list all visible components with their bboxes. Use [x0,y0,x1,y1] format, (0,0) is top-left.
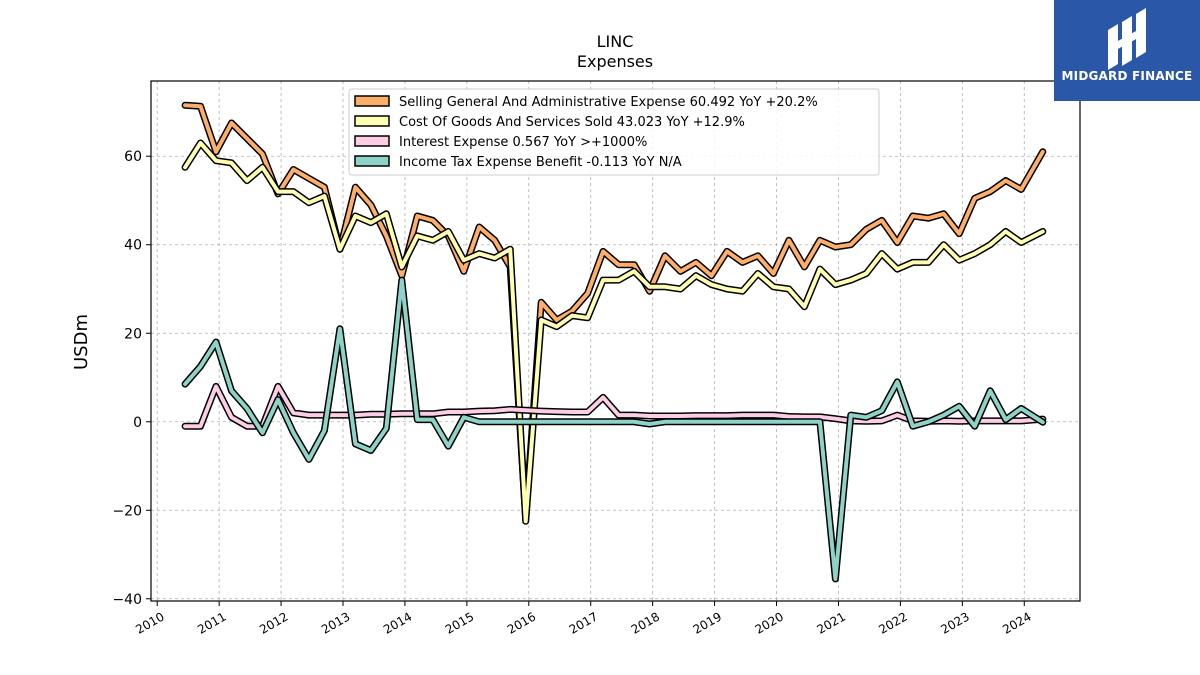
x-tick-label: 2011 [195,609,228,636]
legend-label: Interest Expense 0.567 YoY >+1000% [399,135,647,150]
x-tick-label: 2013 [319,609,352,636]
x-tick-label: 2019 [691,609,724,636]
x-tick-label: 2017 [567,609,600,636]
chart-title: LINC [597,32,634,51]
brand-name: MIDGARD FINANCE [1061,69,1193,83]
legend-box [348,88,880,176]
y-tick-label: 20 [124,326,142,342]
brand-logo: MIDGARD FINANCE [1054,0,1200,101]
plot-frame [150,80,1081,602]
legend-swatch [354,95,390,107]
x-tick-label: 2012 [257,609,290,636]
legend-label: Income Tax Expense Benefit -0.113 YoY N/… [399,155,682,170]
y-axis-label: USDm [71,314,92,370]
legend-label: Selling General And Administrative Expen… [399,95,818,110]
x-tick-label: 2015 [443,609,476,636]
legend-swatch [354,155,390,167]
brand-logo-mark-icon [1108,8,1146,70]
y-tick-label: 60 [124,149,142,165]
chart-subtitle: Expenses [577,52,653,71]
series-line [183,278,1045,581]
series-layer [181,101,1047,583]
x-tick-label: 2010 [133,609,166,636]
series-line-outline [181,276,1047,583]
legend-swatch [354,115,390,127]
x-tick-label: 2023 [938,609,971,636]
legend-swatch [354,135,390,147]
x-tick-label: 2018 [629,609,662,636]
x-tick-label: 2024 [1000,609,1033,636]
y-tick-label: 40 [124,238,142,254]
axis-ticks: 2010 2011 2012 2013 2014 2015 2016 2017 2018 2019… [112,149,1033,637]
series-line [183,141,1045,524]
y-tick-label: −40 [112,592,142,608]
legend-label: Cost Of Goods And Services Sold 43.023 Y… [399,115,745,130]
x-tick-label: 2014 [381,609,414,636]
legend: Selling General And Administrative Expen… [348,88,880,176]
x-tick-label: 2020 [753,609,786,636]
y-tick-label: −20 [112,503,142,519]
x-tick-label: 2021 [815,609,848,636]
x-tick-label: 2022 [876,609,909,636]
y-tick-label: 0 [133,415,142,431]
x-tick-label: 2016 [505,609,538,636]
